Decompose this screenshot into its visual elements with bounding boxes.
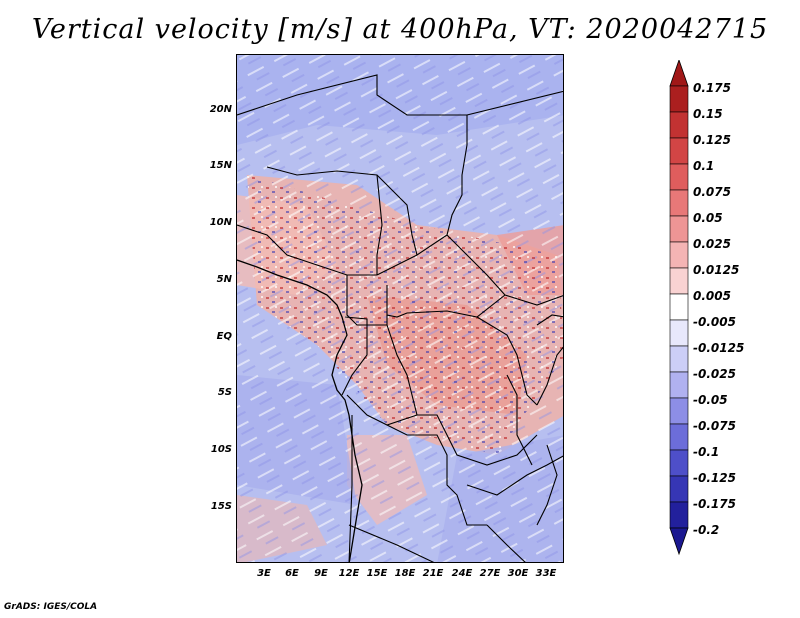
colorbar-segment [670,476,688,502]
colorbar-label: 0.175 [693,81,731,95]
lat-label: 15N [200,160,232,171]
colorbar [664,60,694,560]
lat-label: EQ [200,331,232,342]
lon-label: 12E [336,568,362,579]
colorbar-segment [670,450,688,476]
lon-label: 30E [505,568,531,579]
colorbar-label: -0.05 [693,393,728,407]
lon-label: 21E [420,568,446,579]
lat-label: 10N [200,217,232,228]
colorbar-label: 0.005 [693,289,731,303]
colorbar-segment [670,216,688,242]
lon-label: 24E [449,568,475,579]
colorbar-top-arrow [670,60,688,86]
colorbar-label: 0.05 [693,211,723,225]
colorbar-segment [670,242,688,268]
lon-label: 3E [251,568,277,579]
colorbar-segment [670,502,688,528]
lon-label: 6E [279,568,305,579]
colorbar-label: 0.025 [693,237,731,251]
colorbar-segment [670,112,688,138]
lat-label: 15S [200,501,232,512]
colorbar-label: 0.0125 [693,263,739,277]
velocity-field [237,55,564,563]
chart-title: Vertical velocity [m/s] at 400hPa, VT: 2… [0,14,800,45]
colorbar-label: -0.005 [693,315,736,329]
colorbar-segment [670,190,688,216]
colorbar-label: 0.1 [693,159,714,173]
colorbar-segment [670,138,688,164]
colorbar-label: -0.0125 [693,341,744,355]
lon-label: 27E [477,568,503,579]
colorbar-segment [670,268,688,294]
colorbar-label: 0.075 [693,185,731,199]
lon-label: 33E [533,568,559,579]
colorbar-label: -0.125 [693,471,736,485]
velocity-map [236,54,564,563]
colorbar-label: 0.15 [693,107,723,121]
colorbar-segment [670,398,688,424]
lon-label: 18E [392,568,418,579]
colorbar-segment [670,372,688,398]
colorbar-bottom-arrow [670,528,688,554]
lon-label: 9E [308,568,334,579]
grads-credit: GrADS: IGES/COLA [4,602,97,612]
colorbar-label: -0.025 [693,367,736,381]
colorbar-label: -0.075 [693,419,736,433]
colorbar-segment [670,86,688,112]
lat-label: 5N [200,274,232,285]
colorbar-label: -0.2 [693,523,719,537]
colorbar-label: -0.1 [693,445,719,459]
colorbar-segment [670,294,688,320]
lat-label: 10S [200,444,232,455]
lat-label: 5S [200,387,232,398]
colorbar-segment [670,424,688,450]
colorbar-segment [670,346,688,372]
colorbar-segment [670,164,688,190]
lat-label: 20N [200,104,232,115]
colorbar-label: -0.175 [693,497,736,511]
lon-label: 15E [364,568,390,579]
colorbar-label: 0.125 [693,133,731,147]
colorbar-segment [670,320,688,346]
